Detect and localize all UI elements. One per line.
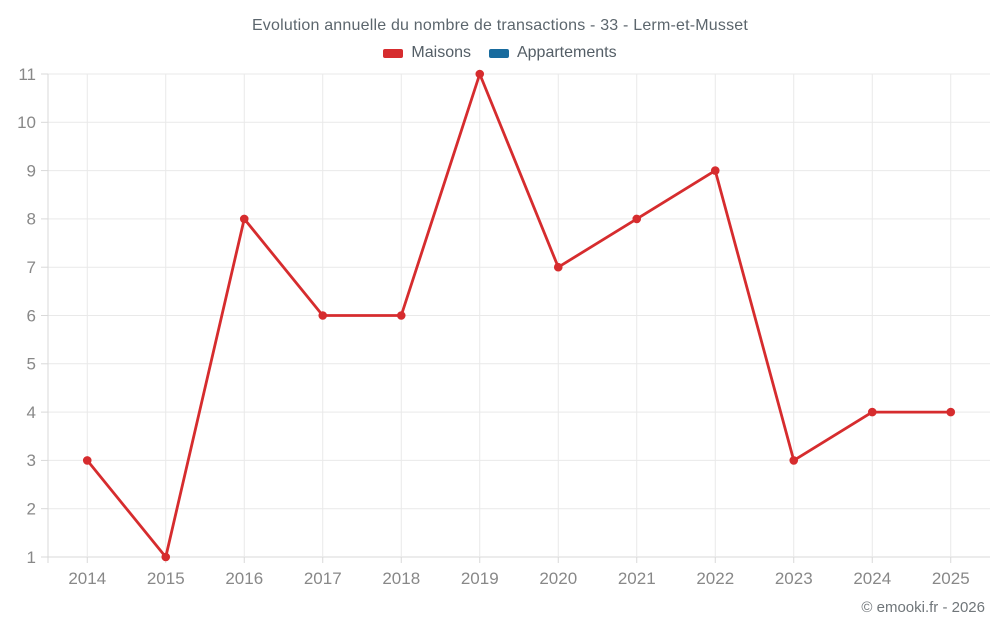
x-axis-tick-label: 2023 xyxy=(775,569,813,588)
y-axis-tick-label: 1 xyxy=(27,548,36,567)
data-point-maisons-2015[interactable] xyxy=(161,552,171,562)
y-axis-tick-label: 2 xyxy=(27,499,36,518)
data-point-maisons-2018[interactable] xyxy=(396,311,406,320)
x-axis-tick-label: 2021 xyxy=(618,569,656,588)
legend-item-appartements[interactable]: Appartements xyxy=(488,44,617,62)
x-axis-tick-label: 2017 xyxy=(304,569,342,588)
y-axis-tick-label: 4 xyxy=(27,403,36,422)
x-axis-tick-label: 2018 xyxy=(382,569,420,588)
data-point-maisons-2024[interactable] xyxy=(867,407,877,417)
data-point-maisons-2019[interactable] xyxy=(475,69,485,79)
y-axis-tick-label: 7 xyxy=(27,258,36,277)
data-point-maisons-2023[interactable] xyxy=(789,456,799,465)
y-axis-tick-label: 10 xyxy=(17,113,36,132)
legend: Maisons Appartements xyxy=(0,44,1000,62)
data-point-maisons-2017[interactable] xyxy=(318,311,328,320)
y-axis-tick-label: 9 xyxy=(27,161,36,180)
maisons-series-swatch xyxy=(383,48,404,58)
x-axis-tick-label: 2015 xyxy=(147,569,185,588)
appartements-series-swatch xyxy=(488,48,509,58)
x-axis-tick-label: 2016 xyxy=(225,569,263,588)
data-point-maisons-2025[interactable] xyxy=(946,407,956,417)
data-point-maisons-2016[interactable] xyxy=(239,214,249,224)
y-axis-tick-label: 6 xyxy=(27,306,36,325)
x-axis-tick-label: 2025 xyxy=(932,569,970,588)
y-axis-tick-label: 11 xyxy=(18,65,36,84)
x-axis-tick-label: 2024 xyxy=(853,569,891,588)
data-point-maisons-2014[interactable] xyxy=(82,456,92,465)
x-axis-tick-label: 2020 xyxy=(539,569,577,588)
x-axis-tick-label: 2019 xyxy=(461,569,499,588)
series-line-maisons xyxy=(85,72,953,559)
legend-label-appartements: Appartements xyxy=(516,44,617,61)
data-point-maisons-2021[interactable] xyxy=(632,214,642,224)
y-axis-tick-label: 8 xyxy=(27,210,36,229)
data-point-maisons-2022[interactable] xyxy=(710,166,720,175)
legend-label-maisons: Maisons xyxy=(411,44,471,61)
chart-title: Evolution annuelle du nombre de transact… xyxy=(251,17,749,34)
y-axis-tick-label: 3 xyxy=(27,451,36,470)
y-axis-tick-label: 5 xyxy=(27,355,36,374)
x-axis-tick-label: 2014 xyxy=(68,569,106,588)
x-axis-tick-label: 2022 xyxy=(696,569,734,588)
data-point-maisons-2020[interactable] xyxy=(553,262,563,272)
legend-item-maisons[interactable]: Maisons xyxy=(383,44,471,62)
copyright-text: © emooki.fr - 2026 xyxy=(861,599,985,616)
